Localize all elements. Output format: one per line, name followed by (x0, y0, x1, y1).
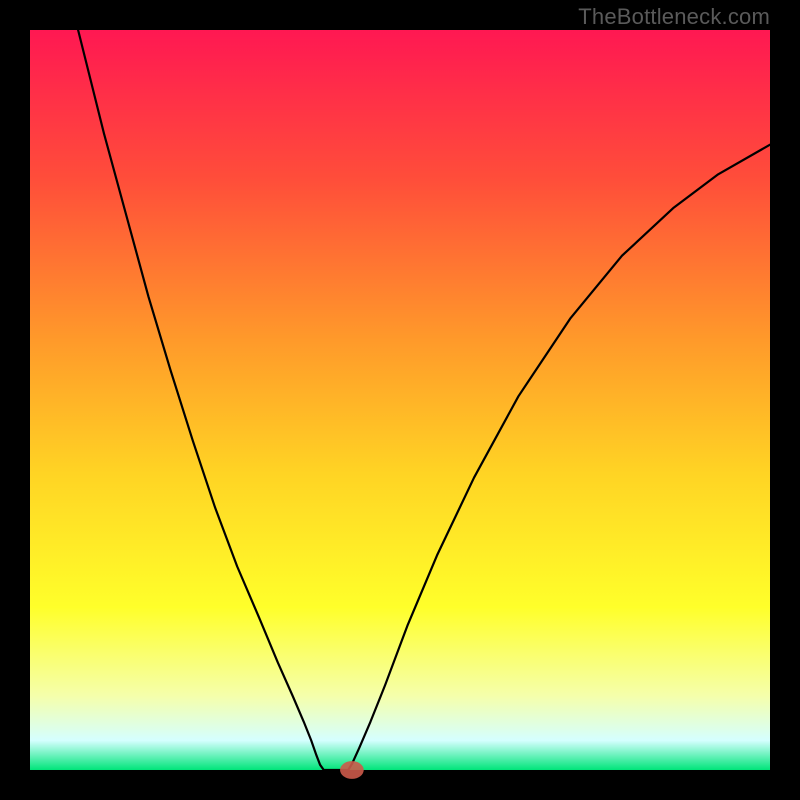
bottleneck-curve-chart (0, 0, 800, 800)
plot-background (30, 30, 770, 770)
watermark-text: TheBottleneck.com (578, 4, 770, 30)
minimum-marker (340, 761, 364, 779)
chart-frame: TheBottleneck.com (0, 0, 800, 800)
